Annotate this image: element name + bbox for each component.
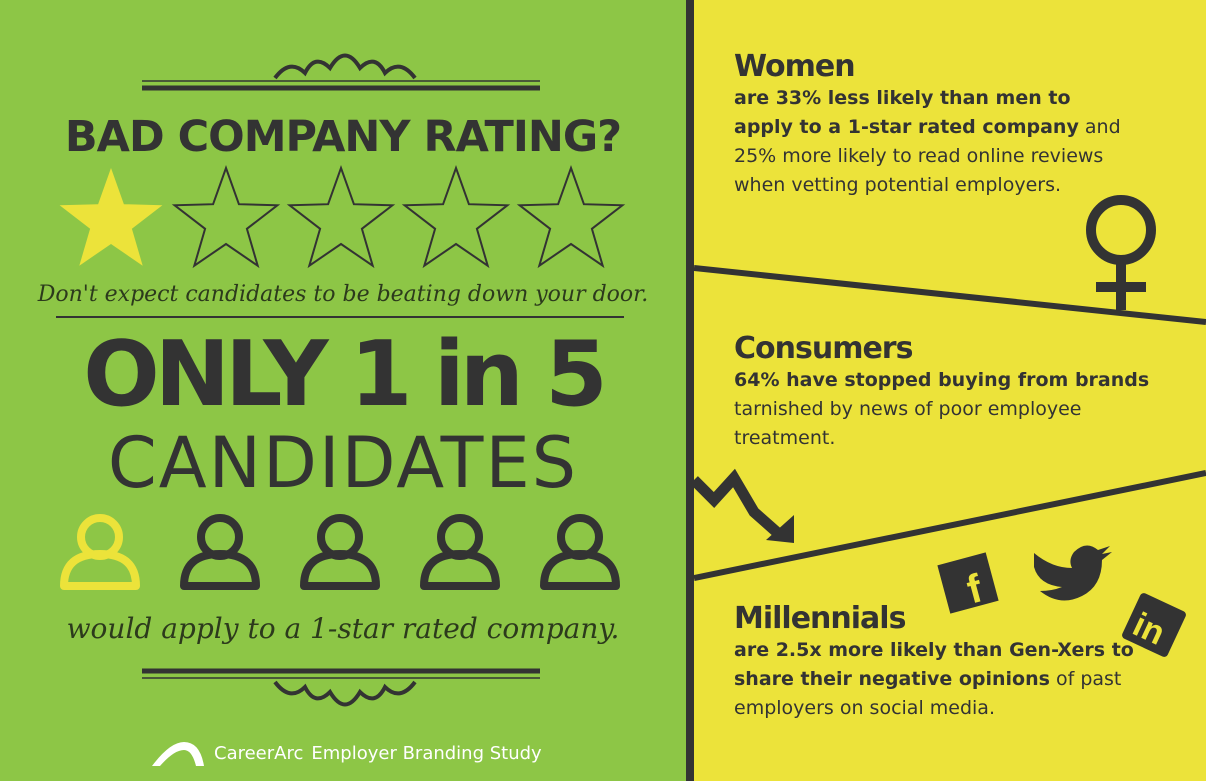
consumers-text: tarnished by news of poor employee treat…: [734, 398, 1082, 449]
right-panel: f in Women are 33% less likely than men …: [694, 0, 1206, 781]
study-name: Employer Branding Study: [311, 742, 542, 764]
divider-2: [694, 470, 1206, 581]
declining-arrow-icon: [694, 468, 794, 543]
candidate-highlighted-icon: [60, 514, 140, 590]
star-filled-icon: [59, 168, 163, 266]
consumers-highlight: 64% have stopped buying from brands: [734, 369, 1150, 391]
left-decorations: [56, 53, 626, 707]
millennials-title: Millennials: [734, 601, 906, 636]
top-ornament: [142, 53, 540, 91]
candidate-icon: [540, 514, 620, 590]
consumers-title: Consumers: [734, 331, 913, 366]
bottom-ornament: [142, 668, 540, 707]
right-decorations: f in: [694, 195, 1206, 657]
star-rating: [59, 165, 626, 269]
star-empty-icon: [516, 165, 626, 269]
millennials-text: of past employers on social media.: [734, 668, 1122, 719]
women-highlight: are 33% less likely than men to apply to…: [734, 87, 1079, 138]
big-stat-subject: CANDIDATES: [107, 422, 579, 504]
star-empty-icon: [401, 165, 511, 269]
women-section: Women are 33% less likely than men to ap…: [734, 50, 1194, 200]
female-symbol-icon: [1086, 195, 1156, 310]
millennials-section: Millennials are 2.5x more likely than Ge…: [734, 602, 1194, 723]
careerarc-logo-icon: [152, 742, 204, 766]
tagline-2: would apply to a 1-star rated company.: [66, 612, 620, 645]
candidate-icon: [300, 514, 380, 590]
star-empty-icon: [286, 165, 396, 269]
left-panel: BAD COMPANY RATING? Don't expect candida…: [0, 0, 686, 781]
women-title: Women: [734, 49, 856, 84]
twitter-icon: [1034, 545, 1112, 601]
big-stat: ONLY 1 in 5: [83, 322, 608, 427]
vertical-divider: [686, 0, 694, 781]
footer: CareerArc Employer Branding Study: [150, 738, 542, 768]
candidate-icons: [60, 514, 620, 590]
brand-name: CareerArc: [214, 742, 304, 764]
divider-1: [694, 265, 1206, 325]
headline: BAD COMPANY RATING?: [64, 112, 622, 162]
tagline: Don't expect candidates to be beating do…: [37, 282, 649, 307]
candidate-icon: [420, 514, 500, 590]
star-empty-icon: [171, 165, 281, 269]
millennials-highlight: are 2.5x more likely than Gen-Xers to sh…: [734, 639, 1134, 690]
facebook-icon: f: [937, 552, 999, 614]
women-text: and 25% more likely to read online revie…: [734, 116, 1121, 196]
consumers-section: Consumers 64% have stopped buying from b…: [734, 332, 1194, 453]
candidate-icon: [180, 514, 260, 590]
